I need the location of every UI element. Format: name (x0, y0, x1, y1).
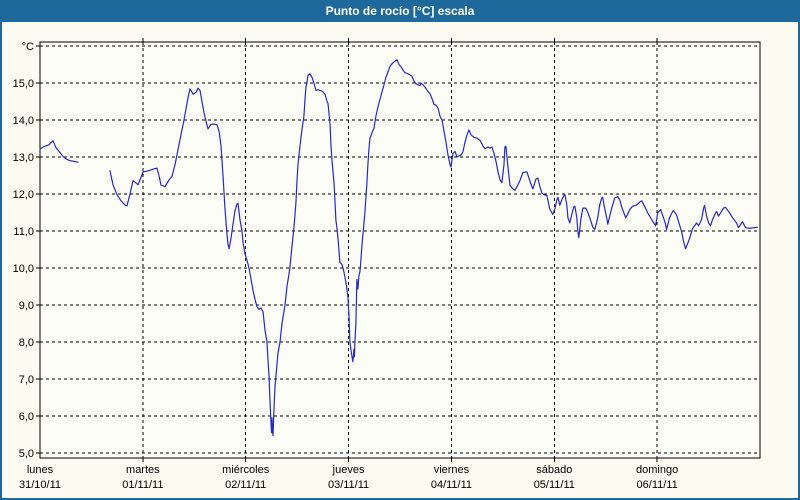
y-tick-label: 15,0 (13, 78, 34, 90)
x-day-label: miércoles (222, 464, 270, 476)
x-date-label: 04/11/11 (431, 479, 472, 491)
x-day-label: sábado (536, 464, 572, 476)
y-tick-label: 11,0 (13, 226, 34, 238)
window-title: Punto de rocío [°C] escala (325, 4, 475, 18)
y-tick-label: 12,0 (13, 189, 34, 201)
y-tick-label: 6,0 (19, 411, 34, 423)
x-date-label: 06/11/11 (637, 479, 678, 491)
dewpoint-line-segment (39, 140, 79, 163)
plot-frame (39, 41, 761, 459)
x-day-label: domingo (636, 464, 678, 476)
x-date-label: 01/11/11 (122, 479, 163, 491)
dewpoint-line-segment (109, 59, 759, 437)
y-tick-label: 13,0 (13, 152, 34, 164)
x-day-label: viernes (434, 464, 470, 476)
window-titlebar: Punto de rocío [°C] escala (0, 0, 800, 22)
y-tick-label: 14,0 (13, 115, 34, 127)
x-date-label: 03/11/11 (328, 479, 369, 491)
y-tick-label: 5,0 (19, 448, 34, 460)
y-axis-unit-label: °C (22, 41, 34, 53)
y-tick-label: 7,0 (19, 374, 34, 386)
x-date-label: 31/10/11 (19, 479, 61, 491)
y-tick-label: 8,0 (19, 337, 34, 349)
y-tick-label: 10,0 (13, 263, 34, 275)
plot-background (40, 42, 760, 458)
y-tick-label: 9,0 (19, 300, 34, 312)
x-date-label: 05/11/11 (534, 479, 575, 491)
x-day-label: lunes (27, 464, 54, 476)
x-date-label: 02/11/11 (225, 479, 266, 491)
x-day-label: martes (126, 464, 160, 476)
x-day-label: jueves (332, 464, 365, 476)
